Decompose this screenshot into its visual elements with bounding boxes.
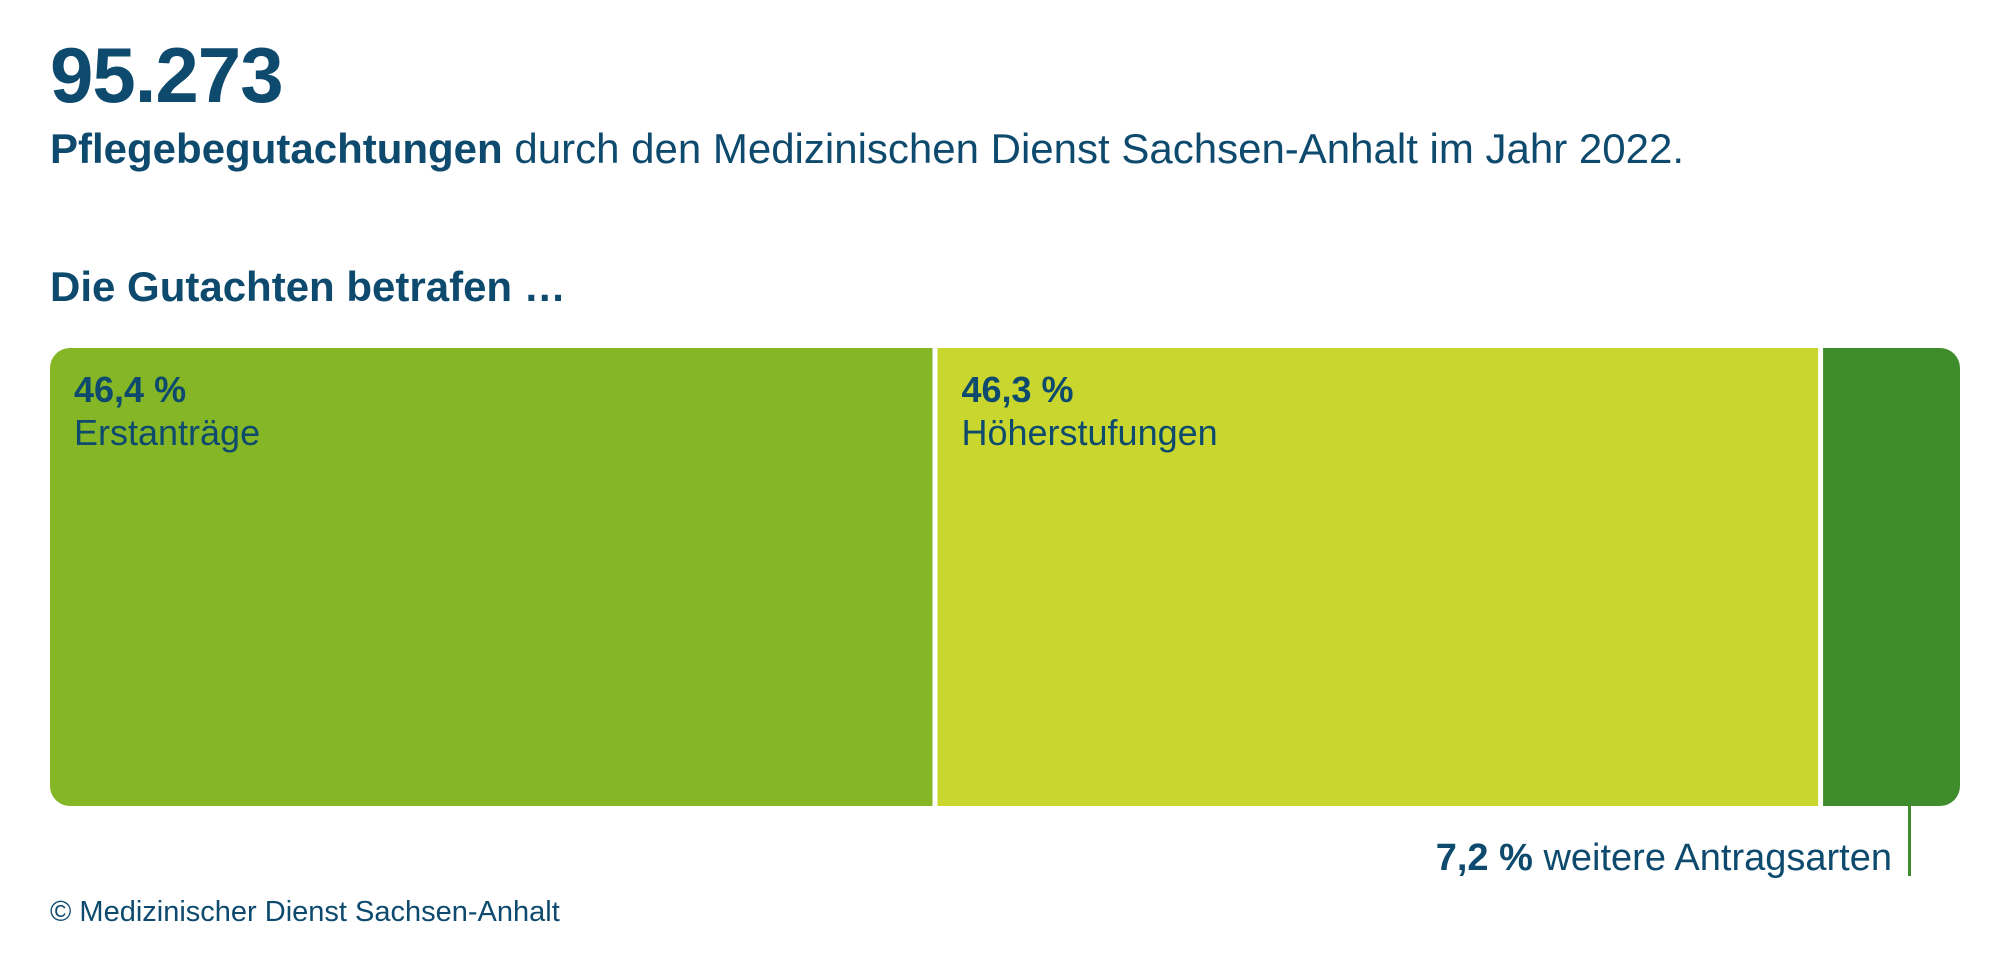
segment-name-2: Höherstufungen [961, 412, 1218, 454]
segment-label-1: 46,4 % Erstanträge [74, 368, 260, 454]
subtitle-bold: Pflegebegutachtungen [50, 125, 503, 172]
segment-value-1: 46,4 % [74, 369, 187, 410]
headline-subtitle: Pflegebegutachtungen durch den Medizinis… [50, 125, 1685, 172]
copyright: © Medizinischer Dienst Sachsen-Anhalt [50, 896, 560, 928]
headline-number: 95.273 [50, 31, 284, 119]
segment-value-weitere: 7,2 % [1435, 837, 1533, 879]
segment-label-2: 46,3 % Höherstufungen [961, 368, 1217, 454]
segment-value-2: 46,3 % [961, 369, 1074, 410]
segment-label-weitere: 7,2 % weitere Antragsarten [1436, 836, 1892, 882]
subtitle-rest: durch den Medizinischen Dienst Sachsen-A… [502, 125, 1685, 172]
bar-segment-3 [1823, 348, 1960, 806]
leader-line [1907, 806, 1911, 876]
stacked-bar-chart: 46,4 % Erstanträge 46,3 % Höherstufungen [50, 348, 1960, 806]
bar-segment-2 [937, 348, 1819, 806]
bar-segment-1 [50, 348, 933, 806]
segment-name-weitere: weitere Antragsarten [1543, 837, 1892, 879]
segment-name-1: Erstanträge [74, 412, 261, 454]
stacked-bar-svg [50, 348, 1960, 806]
section-title: Die Gutachten betrafen … [50, 263, 566, 310]
